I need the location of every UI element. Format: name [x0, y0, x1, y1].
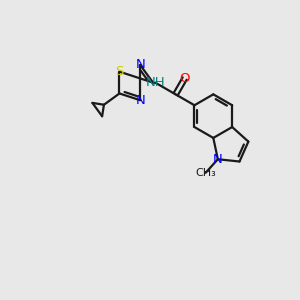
Text: N: N	[135, 94, 145, 107]
Text: N: N	[135, 58, 145, 71]
Text: CH₃: CH₃	[195, 168, 216, 178]
Text: O: O	[179, 72, 190, 85]
Text: N: N	[213, 153, 223, 166]
Text: S: S	[115, 65, 124, 78]
Text: NH: NH	[146, 76, 165, 89]
